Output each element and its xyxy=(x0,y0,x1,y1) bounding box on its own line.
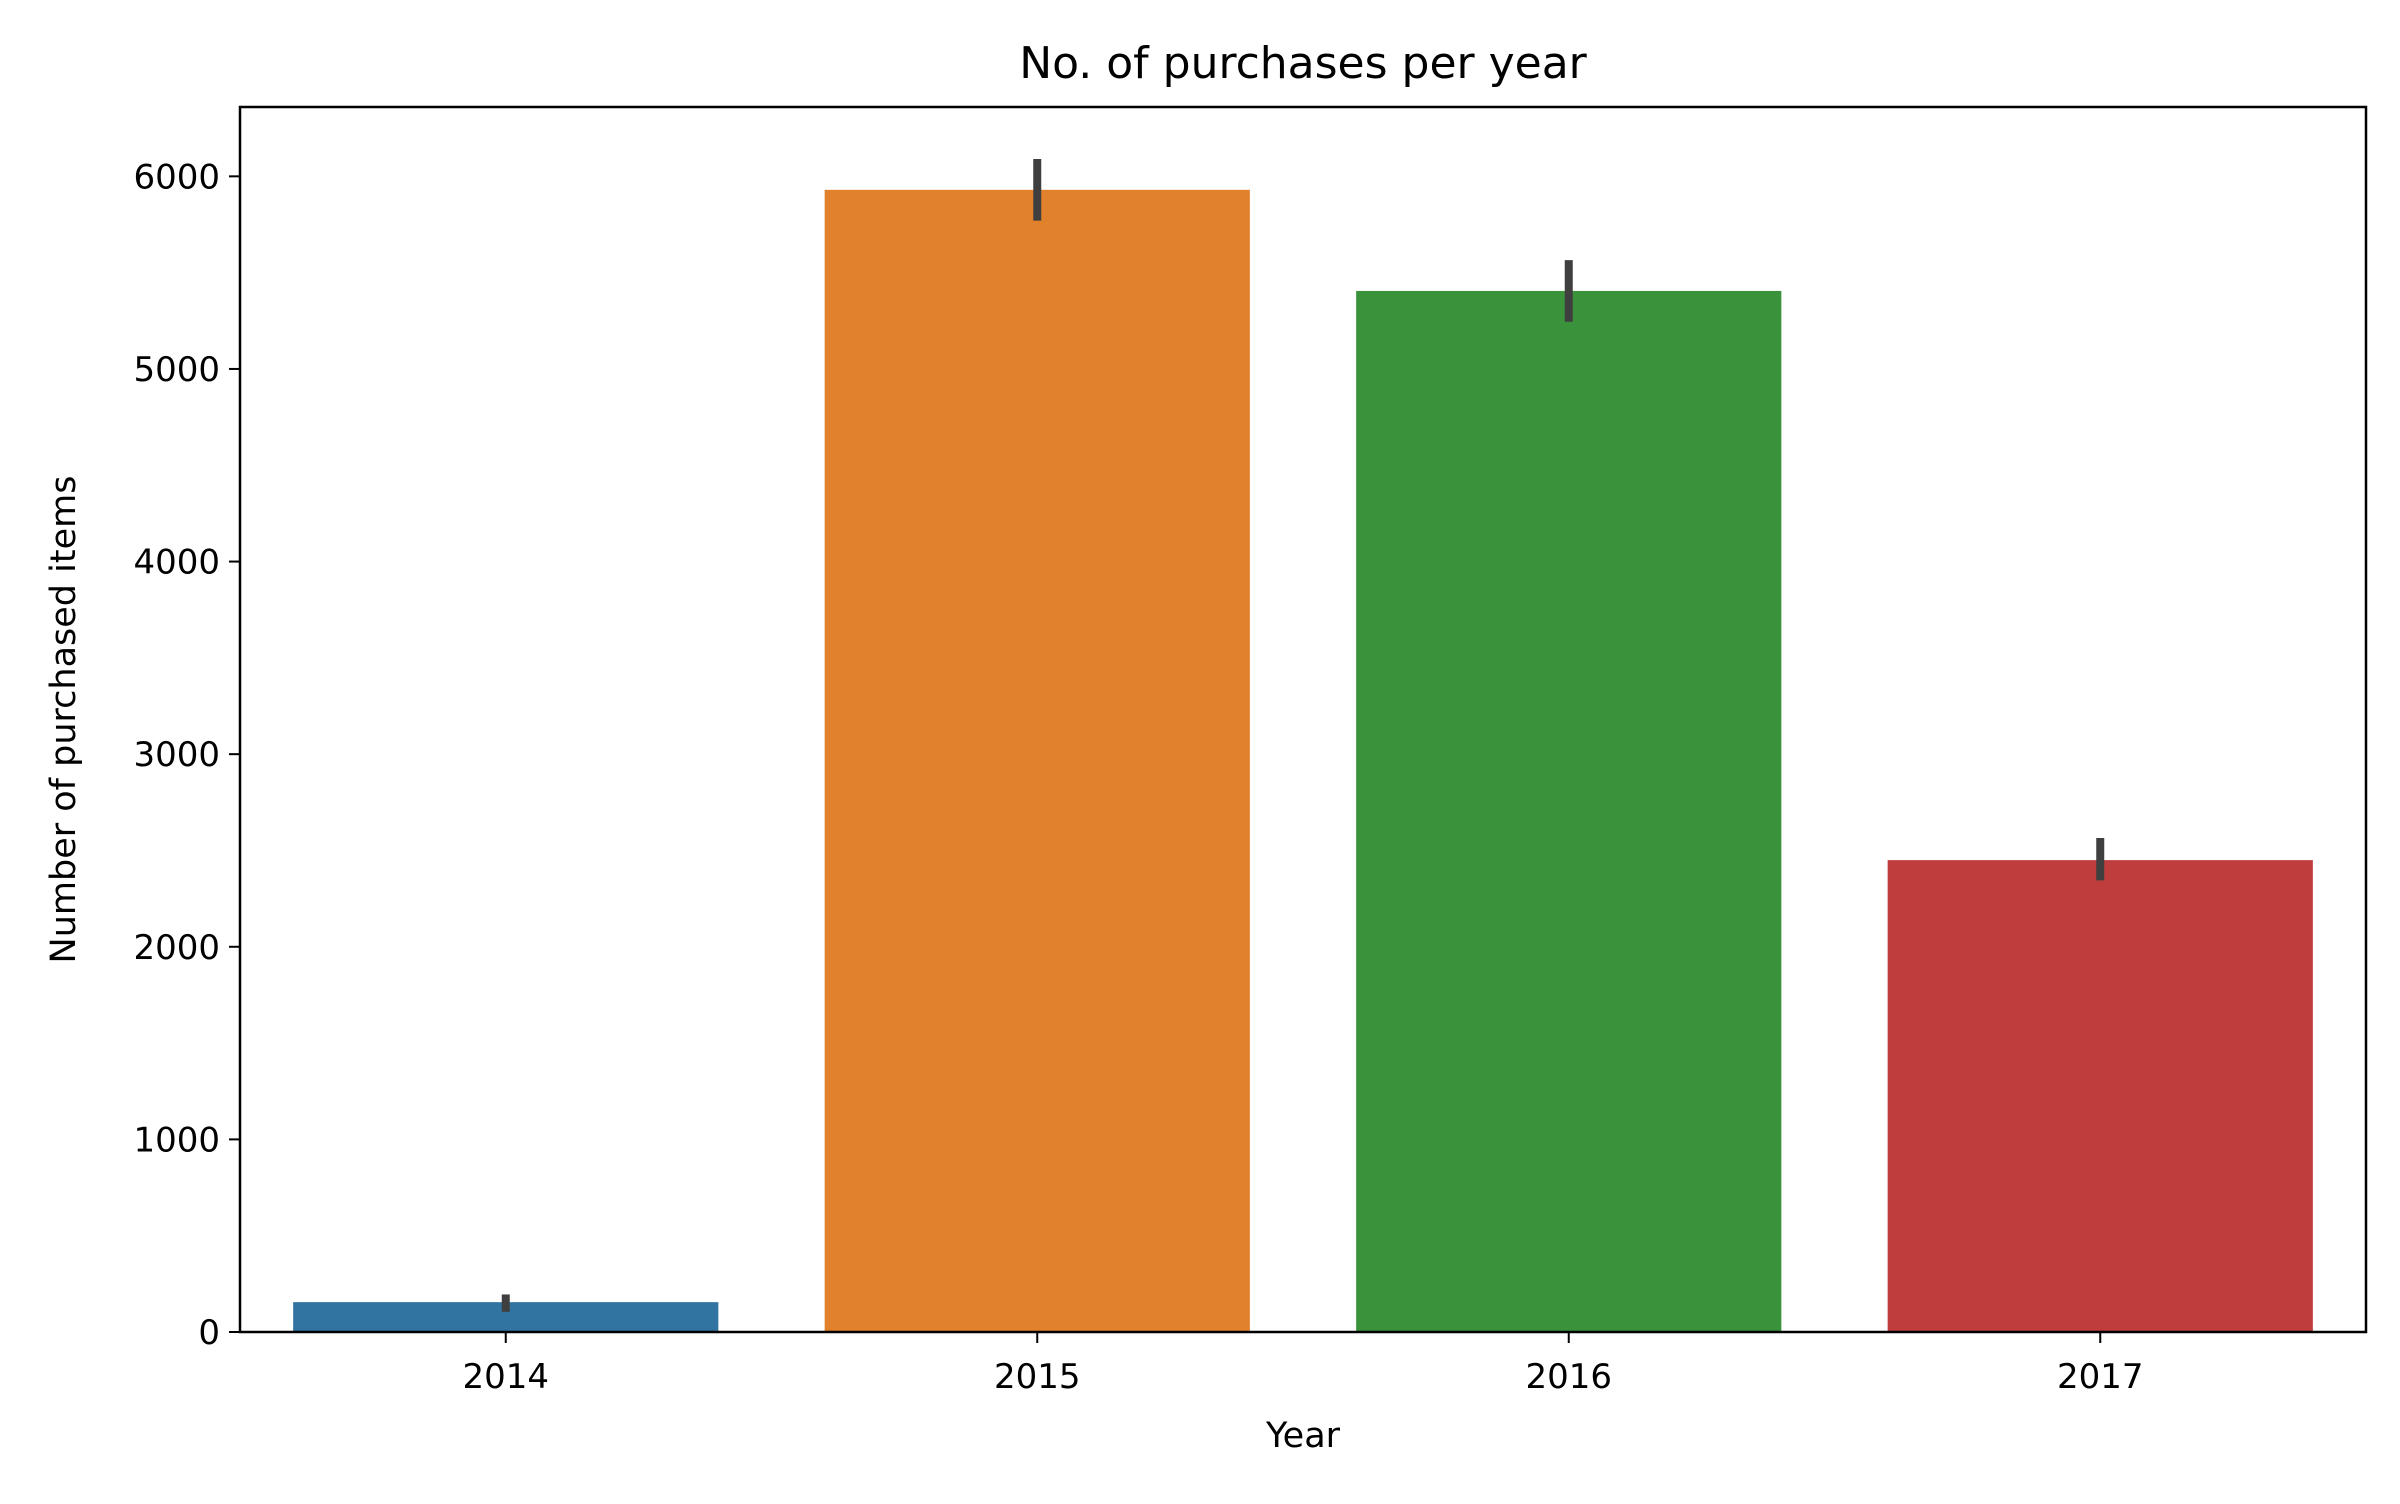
x-tick-label-2016: 2016 xyxy=(1525,1357,1612,1397)
bar-2015 xyxy=(824,189,1250,1333)
y-tick-label-6000: 6000 xyxy=(133,157,220,197)
x-tick-label-2015: 2015 xyxy=(994,1357,1081,1397)
x-tick-label-2014: 2014 xyxy=(462,1357,549,1397)
y-tick-label-1000: 1000 xyxy=(133,1120,220,1160)
y-tick-label-5000: 5000 xyxy=(133,350,220,390)
bar-2017 xyxy=(1887,860,2313,1332)
x-tick-label-2017: 2017 xyxy=(2057,1357,2144,1397)
x-axis-label: Year xyxy=(1265,1416,1341,1456)
marks-layer xyxy=(293,159,2313,1333)
y-tick-label-0: 0 xyxy=(198,1313,220,1353)
y-axis-label: Number of purchased items xyxy=(44,476,84,964)
ticks-layer: 2014 2015 2016 2017 0 1000 2000 3000 4000 5000 600… xyxy=(133,157,2143,1397)
bar-2016 xyxy=(1356,290,1782,1332)
chart-title: No. of purchases per year xyxy=(1019,38,1587,89)
plot-frame xyxy=(238,105,2368,1334)
y-tick-label-3000: 3000 xyxy=(133,735,220,775)
y-tick-label-2000: 2000 xyxy=(133,928,220,968)
y-tick-label-4000: 4000 xyxy=(133,543,220,583)
